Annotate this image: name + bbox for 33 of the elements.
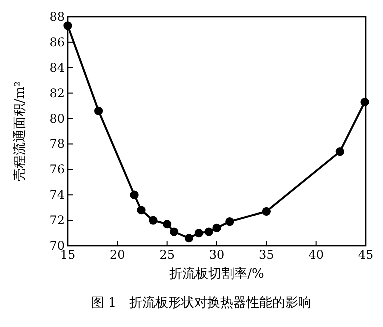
x-tick-label: 20 xyxy=(110,248,126,262)
y-tick-label: 74 xyxy=(50,188,66,202)
x-axis-title: 折流板切割率/% xyxy=(170,266,264,282)
x-tick-label: 25 xyxy=(160,248,175,262)
point xyxy=(170,228,179,236)
point xyxy=(226,218,234,226)
y-tick-label: 76 xyxy=(50,162,65,177)
x-tick-label: 40 xyxy=(308,248,324,262)
point xyxy=(212,224,222,232)
point xyxy=(94,106,104,116)
y-tick-label: 82 xyxy=(50,86,65,100)
point xyxy=(64,22,72,30)
y-tick-label: 78 xyxy=(50,137,65,152)
x-tick-label: 45 xyxy=(358,248,374,262)
y-tick-label: 80 xyxy=(50,112,65,126)
y-tick-label: 88 xyxy=(50,10,65,24)
point xyxy=(149,216,158,225)
point xyxy=(262,207,271,216)
point xyxy=(137,206,146,215)
point xyxy=(336,148,344,156)
y-tick-label: 84 xyxy=(50,60,66,75)
point xyxy=(130,190,139,200)
point xyxy=(194,228,204,238)
y-tick-label: 86 xyxy=(50,35,65,50)
y-tick-label: 72 xyxy=(50,214,65,228)
caption: 图 1 折流板形状对换热器性能的影响 xyxy=(91,295,312,311)
point xyxy=(163,220,172,229)
y-axis-title: 壳程流通面积/m² xyxy=(12,82,28,182)
x-tick-label: 30 xyxy=(209,248,225,262)
point xyxy=(184,234,194,243)
point xyxy=(360,98,370,107)
point xyxy=(204,228,214,236)
x-tick-label: 35 xyxy=(259,248,274,262)
